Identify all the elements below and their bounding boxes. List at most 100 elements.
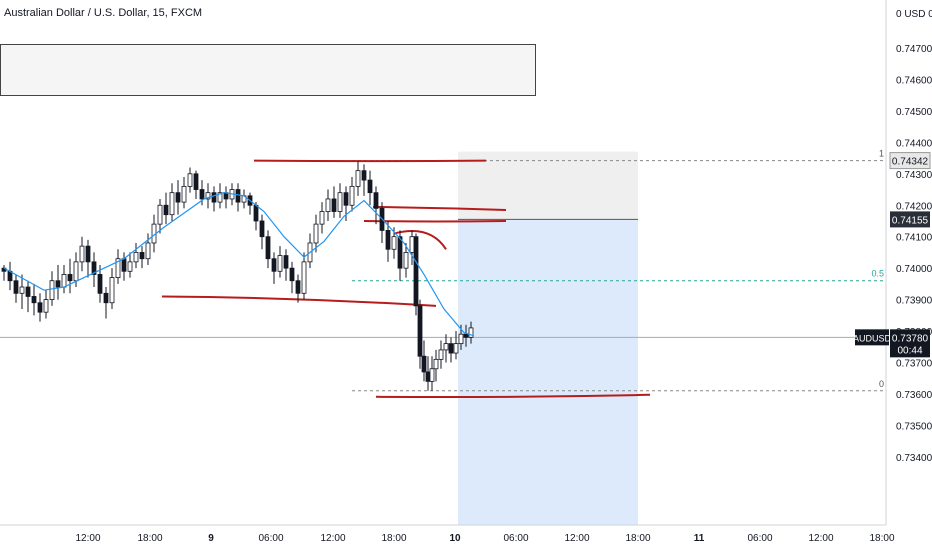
time-tick-label: 12:00 bbox=[808, 533, 833, 544]
candle-body bbox=[429, 368, 435, 382]
candle-body bbox=[265, 236, 271, 260]
candle-body bbox=[325, 198, 331, 212]
time-axis: 12:00 18:00 9 06:00 12:00 18:00 10 06:00 12:00 18… bbox=[0, 524, 895, 544]
price-tick-label: 0.74500 bbox=[896, 107, 932, 118]
trade-zones bbox=[458, 151, 638, 525]
candle-body bbox=[468, 327, 474, 338]
candle-body bbox=[193, 173, 199, 190]
time-tick-label: 06:00 bbox=[503, 533, 528, 544]
candle-body bbox=[115, 258, 121, 278]
candle-body bbox=[109, 277, 115, 304]
candle-body bbox=[367, 179, 373, 194]
candle-body bbox=[355, 170, 361, 187]
candle-body bbox=[139, 252, 145, 260]
candle-body bbox=[145, 242, 151, 260]
candle-body bbox=[438, 349, 444, 360]
moving-average bbox=[3, 192, 475, 337]
candle-body bbox=[217, 192, 223, 203]
candle-body bbox=[301, 261, 307, 294]
time-tick-label: 06:00 bbox=[258, 533, 283, 544]
price-tick-label: 0.73700 bbox=[896, 358, 932, 369]
candle-body bbox=[127, 261, 133, 272]
symbol-badge-label: AUDUSD bbox=[853, 333, 892, 343]
price-tick-label: 0.73600 bbox=[896, 390, 932, 401]
candle-body bbox=[277, 255, 283, 272]
time-tick-label: 11 bbox=[694, 533, 705, 544]
candle-body bbox=[61, 274, 67, 288]
candle-body bbox=[448, 343, 454, 354]
candle-body bbox=[397, 236, 403, 269]
price-tick-label: 0.73900 bbox=[896, 296, 932, 307]
time-tick-label: 12:00 bbox=[564, 533, 589, 544]
candle-body bbox=[283, 255, 289, 269]
price-axis: 0 USD 0 0.74700 0.74600 0.74500 0.74400 0.743… bbox=[885, 0, 932, 525]
price-tick-label: 0.74600 bbox=[896, 75, 932, 86]
candle-body bbox=[133, 252, 139, 263]
time-tick-label: 9 bbox=[208, 533, 214, 544]
candle-body bbox=[43, 299, 49, 313]
candle-body bbox=[271, 258, 277, 272]
candle-body bbox=[421, 355, 427, 373]
annotation-line bbox=[253, 159, 487, 163]
time-tick-label: 12:00 bbox=[75, 533, 100, 544]
candle-body bbox=[85, 245, 91, 263]
stop-zone bbox=[458, 151, 638, 220]
price-tick-label: 0.74200 bbox=[896, 201, 932, 212]
price-tick-label: 0.74000 bbox=[896, 264, 932, 275]
price-tick-label: 0.74100 bbox=[896, 233, 932, 244]
time-tick-label: 18:00 bbox=[381, 533, 406, 544]
zone-line-badge bbox=[890, 211, 930, 228]
candle-body bbox=[433, 358, 439, 370]
current-price-label: 0.73780 bbox=[892, 333, 929, 344]
candle-body bbox=[199, 189, 205, 200]
candle-body bbox=[157, 204, 163, 225]
time-tick-label: 06:00 bbox=[747, 533, 772, 544]
candle-body bbox=[37, 302, 43, 313]
candle-body bbox=[361, 170, 367, 181]
candle-body bbox=[443, 343, 449, 351]
countdown-label: 00:44 bbox=[897, 345, 922, 356]
candle-body bbox=[19, 286, 25, 294]
annotation-line bbox=[161, 295, 437, 307]
candle-body bbox=[205, 192, 211, 200]
candle-body bbox=[319, 211, 325, 225]
candle-body bbox=[337, 192, 343, 212]
candle-body bbox=[175, 192, 181, 203]
candle-body bbox=[181, 185, 187, 203]
candle-body bbox=[417, 305, 423, 357]
price-tick-label: 0.74400 bbox=[896, 138, 932, 149]
candle-body bbox=[103, 292, 109, 304]
fib-high-badge bbox=[889, 152, 931, 170]
fib-level-label: 1 bbox=[879, 149, 884, 159]
zone-line-badge-label: 0.74155 bbox=[892, 215, 929, 226]
candle-body bbox=[121, 258, 127, 272]
candle-body bbox=[349, 185, 355, 206]
candle-body bbox=[169, 192, 175, 216]
candle-body bbox=[31, 296, 37, 304]
candle-body bbox=[458, 333, 464, 345]
candle-body bbox=[211, 192, 217, 203]
candle-body bbox=[403, 252, 409, 269]
candle-body bbox=[55, 280, 61, 288]
candle-body bbox=[13, 280, 19, 294]
candle-body bbox=[343, 192, 349, 206]
candle-body bbox=[25, 286, 31, 297]
info-panel[interactable] bbox=[0, 44, 536, 96]
candle-body bbox=[163, 204, 169, 216]
candle-body bbox=[385, 230, 391, 250]
candle-body bbox=[331, 198, 337, 212]
candle-body bbox=[391, 236, 397, 250]
fib-level-label: 0 bbox=[879, 379, 884, 389]
candle-body bbox=[413, 236, 419, 307]
candle-body bbox=[73, 261, 79, 282]
candle-body bbox=[67, 274, 73, 282]
time-tick-label: 18:00 bbox=[137, 533, 162, 544]
target-zone bbox=[458, 219, 638, 525]
annotation-line bbox=[375, 393, 651, 399]
candle-body bbox=[289, 267, 295, 282]
time-tick-label: 18:00 bbox=[625, 533, 650, 544]
candle-body bbox=[313, 223, 319, 244]
annotation-line bbox=[363, 219, 507, 223]
